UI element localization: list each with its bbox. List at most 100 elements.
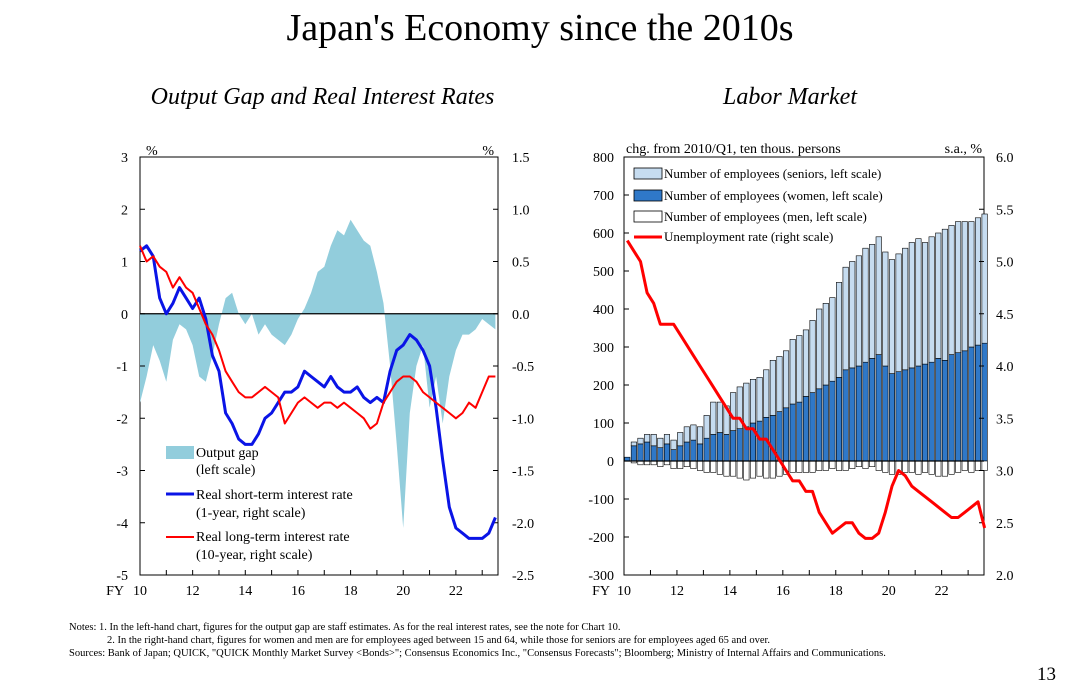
seniors-bar xyxy=(690,424,697,441)
right-axis-label: -1.5 xyxy=(512,465,534,480)
right-axis-label: 4.5 xyxy=(996,308,1014,323)
seniors-bar xyxy=(829,297,836,382)
right-axis-label: 5.5 xyxy=(996,203,1014,218)
legend-label-seniors: Number of employees (seniors, left scale… xyxy=(664,166,881,181)
men-bar xyxy=(928,460,935,475)
seniors-bar xyxy=(836,282,843,378)
men-bar xyxy=(869,460,876,467)
right-axis-label: 1.0 xyxy=(512,203,530,218)
x-axis-label: 22 xyxy=(935,584,949,599)
men-bar xyxy=(670,460,677,469)
men-bar xyxy=(908,460,915,473)
men-bar xyxy=(703,460,710,473)
women-bar xyxy=(842,369,849,462)
women-bar xyxy=(802,396,809,462)
x-axis-label: 16 xyxy=(776,584,790,599)
legend-label-women: Number of employees (women, left scale) xyxy=(664,188,883,203)
women-bar xyxy=(650,445,657,462)
women-bar xyxy=(829,380,836,462)
seniors-bar xyxy=(677,432,684,447)
x-axis-label: 18 xyxy=(829,584,843,599)
right-axis-label: 0.5 xyxy=(512,256,530,271)
seniors-bar xyxy=(908,242,915,369)
seniors-bar xyxy=(915,238,922,367)
left-axis-label: -2 xyxy=(116,412,128,427)
seniors-bar xyxy=(855,255,862,367)
women-bar xyxy=(862,361,869,462)
women-bar xyxy=(948,354,955,462)
women-bar xyxy=(974,344,982,462)
men-bar xyxy=(697,460,704,471)
left-axis-label: 0 xyxy=(121,308,128,323)
women-bar xyxy=(796,401,803,462)
x-axis-label: 12 xyxy=(670,584,684,599)
men-bar xyxy=(902,460,909,473)
men-bar xyxy=(941,460,948,477)
left-axis-label: 0 xyxy=(607,455,614,470)
men-bar xyxy=(730,460,737,477)
left-axis-label: -4 xyxy=(116,517,128,532)
seniors-bar xyxy=(697,426,704,445)
seniors-bar xyxy=(809,320,816,393)
right-axis-label: 1.5 xyxy=(512,151,530,166)
x-axis-label: 20 xyxy=(882,584,896,599)
seniors-bar xyxy=(802,329,809,397)
men-bar xyxy=(677,460,684,469)
seniors-bar xyxy=(710,401,717,435)
left-axis-label: 200 xyxy=(593,379,614,394)
men-bar xyxy=(855,460,862,467)
men-bar xyxy=(955,460,962,473)
seniors-bar xyxy=(730,392,737,431)
women-bar xyxy=(776,411,783,462)
seniors-bar xyxy=(650,434,657,447)
women-bar xyxy=(670,449,677,462)
men-bar xyxy=(888,460,895,475)
right-axis-unit: s.a., % xyxy=(945,142,983,157)
page-title: Japan's Economy since the 2010s xyxy=(286,7,794,49)
men-bar xyxy=(842,460,849,471)
men-bar xyxy=(736,460,743,479)
unemployment-line xyxy=(626,239,987,540)
men-bar xyxy=(922,460,929,473)
right-axis-label: -1.0 xyxy=(512,412,534,427)
women-bar xyxy=(955,352,962,462)
seniors-bar xyxy=(955,221,962,354)
women-bar xyxy=(888,373,895,462)
seniors-bar xyxy=(869,244,876,359)
left-axis-unit: % xyxy=(146,144,158,159)
legend-swatch-men xyxy=(633,210,663,223)
right-axis-label: 0.0 xyxy=(512,308,530,323)
men-bar xyxy=(915,460,922,475)
women-bar xyxy=(644,441,651,462)
women-bar xyxy=(816,388,823,462)
women-bar xyxy=(849,367,856,462)
men-bar xyxy=(789,460,796,473)
men-bar xyxy=(968,460,975,473)
seniors-bar xyxy=(783,350,790,409)
left-axis-label: 500 xyxy=(593,265,614,280)
right-axis-unit: % xyxy=(482,144,494,159)
left-axis-label: -200 xyxy=(588,531,614,546)
women-bar xyxy=(683,441,690,462)
seniors-bar xyxy=(756,377,763,422)
women-bar xyxy=(908,367,915,462)
men-bar xyxy=(981,460,988,471)
men-bar xyxy=(756,460,763,477)
men-bar xyxy=(802,460,809,473)
seniors-bar xyxy=(922,242,929,365)
seniors-bar xyxy=(637,437,644,445)
left-axis-label: -5 xyxy=(116,569,128,584)
right-axis-label: 3.0 xyxy=(996,465,1014,480)
seniors-bar xyxy=(796,335,803,403)
seniors-bar xyxy=(776,356,783,412)
x-axis-label: 10 xyxy=(617,584,631,599)
women-bar xyxy=(703,437,710,462)
x-axis-label: 14 xyxy=(238,584,252,599)
seniors-bar xyxy=(670,439,677,450)
men-bar xyxy=(657,460,664,467)
left-axis-label: 2 xyxy=(121,203,128,218)
seniors-bar xyxy=(941,228,948,361)
left-axis-label: 600 xyxy=(593,227,614,242)
x-axis-label: 12 xyxy=(186,584,200,599)
legend-label-men: Number of employees (men, left scale) xyxy=(664,209,867,224)
